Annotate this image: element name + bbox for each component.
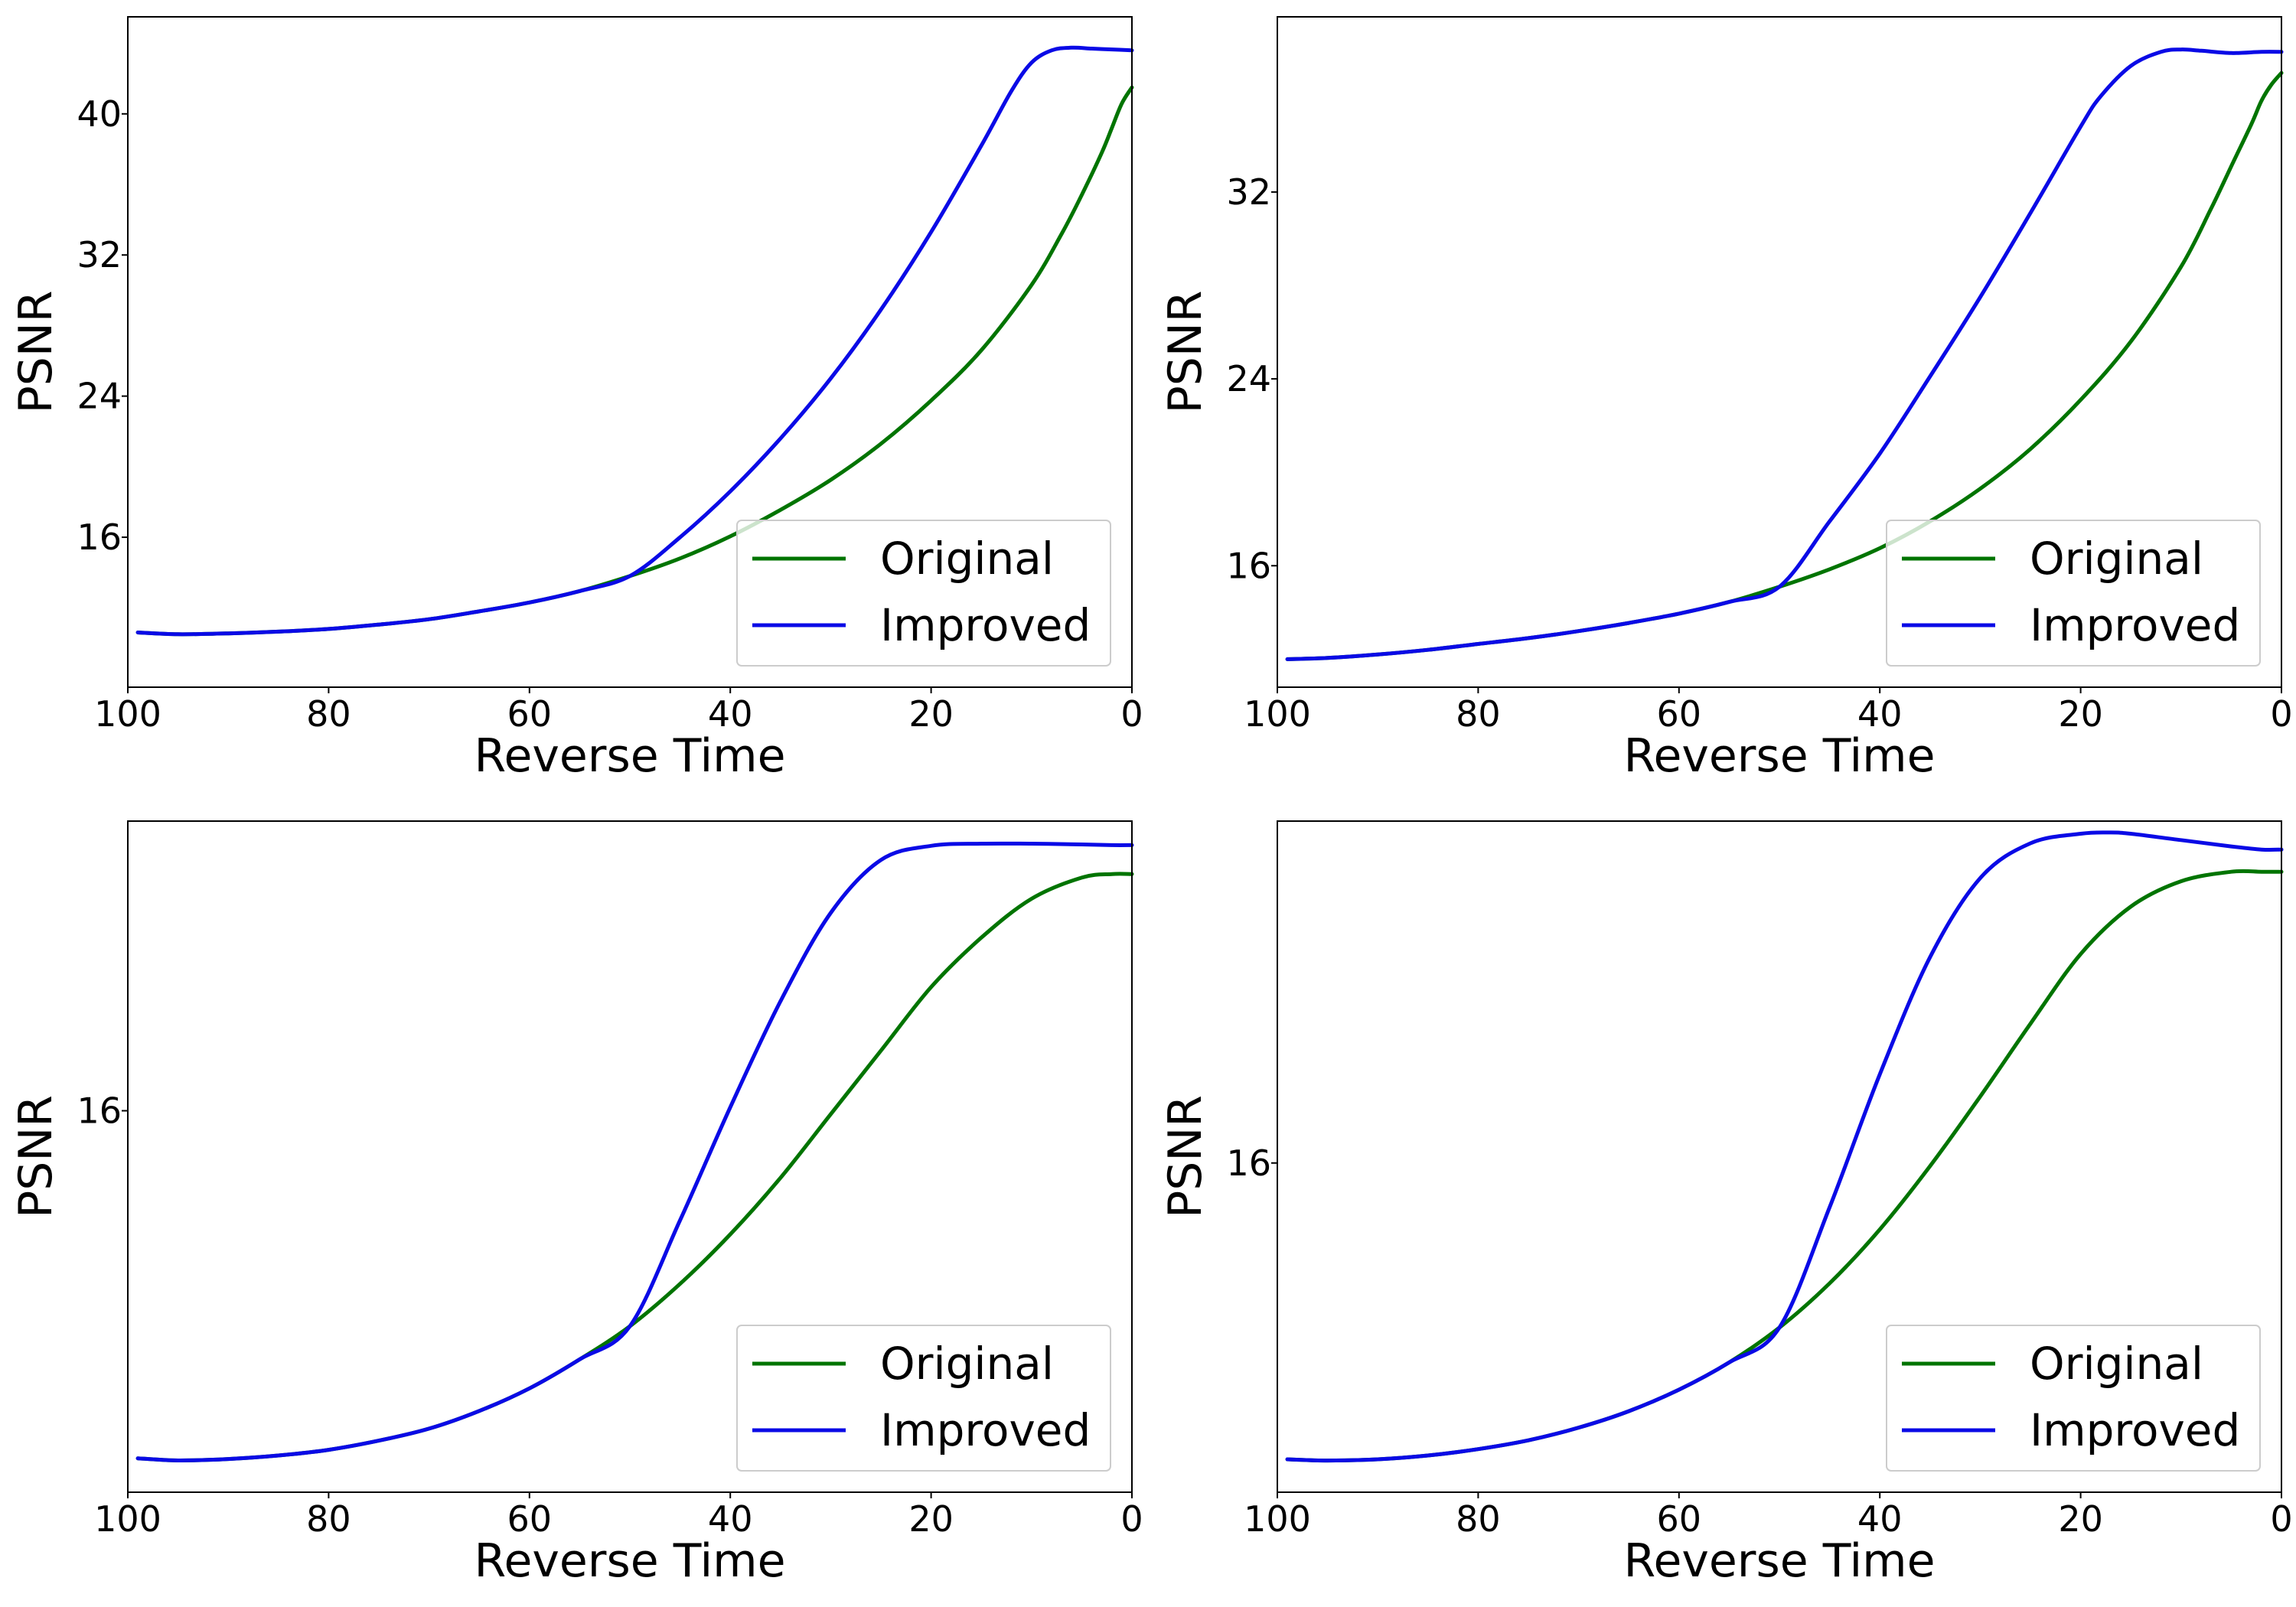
y-tick-label: 16 bbox=[1226, 1143, 1271, 1184]
x-tick-label: 40 bbox=[708, 693, 753, 735]
legend-label-improved: Improved bbox=[880, 599, 1091, 651]
x-axis-label: Reverse Time bbox=[474, 729, 785, 783]
legend: Original Improved bbox=[736, 1325, 1111, 1472]
series-line-improved bbox=[135, 841, 1134, 1463]
legend-label-improved: Improved bbox=[880, 1404, 1091, 1456]
y-tick-label: 16 bbox=[1226, 545, 1271, 586]
y-tick-label: 16 bbox=[77, 1090, 122, 1131]
x-tick-label: 100 bbox=[1244, 693, 1311, 735]
y-tick-label: 24 bbox=[77, 376, 122, 417]
legend-label-original: Original bbox=[880, 533, 1054, 585]
x-tick-label: 20 bbox=[908, 693, 954, 735]
plot-frame bbox=[1277, 820, 2282, 1493]
plot-frame bbox=[127, 16, 1133, 688]
y-axis-label: PSNR bbox=[9, 291, 63, 414]
chart-panel-4: 100 80 60 40 20 0 16 Reverse Time PSNR Original Im… bbox=[1159, 820, 2293, 1588]
x-tick-label: 80 bbox=[306, 693, 351, 735]
y-tick-label: 32 bbox=[1226, 171, 1271, 213]
x-tick-label: 60 bbox=[507, 693, 553, 735]
series-line-improved bbox=[1285, 830, 2284, 1463]
plot-frame bbox=[127, 820, 1133, 1493]
plot-frame bbox=[1277, 16, 2282, 688]
series-line-improved bbox=[135, 45, 1134, 637]
x-axis-label: Reverse Time bbox=[474, 1534, 785, 1588]
legend-label-improved: Improved bbox=[2030, 1404, 2240, 1456]
legend-label-improved: Improved bbox=[2030, 599, 2240, 651]
y-axis-label: PSNR bbox=[1159, 1095, 1212, 1218]
legend: Original Improved bbox=[1886, 1325, 2261, 1472]
x-tick-label: 0 bbox=[1120, 1498, 1143, 1540]
x-tick-label: 20 bbox=[2058, 1498, 2103, 1540]
x-tick-label: 100 bbox=[1244, 1498, 1311, 1540]
y-axis-label: PSNR bbox=[9, 1095, 63, 1218]
x-tick-label: 0 bbox=[1120, 693, 1143, 735]
y-tick-label: 40 bbox=[77, 93, 122, 135]
x-tick-label: 0 bbox=[2270, 1498, 2292, 1540]
chart-panel-3: 100 80 60 40 20 0 16 Reverse Time PSNR Original Im… bbox=[9, 820, 1143, 1588]
x-tick-label: 40 bbox=[1857, 1498, 1903, 1540]
series-line-improved bbox=[1285, 47, 2284, 661]
chart-panel-2: 100 80 60 40 20 0 16 24 32 Reverse Time PSNR Origin… bbox=[1159, 16, 2293, 783]
legend: Original Improved bbox=[1886, 520, 2261, 667]
x-tick-label: 100 bbox=[94, 693, 161, 735]
x-tick-label: 60 bbox=[507, 1498, 553, 1540]
x-axis-label: Reverse Time bbox=[1623, 729, 1935, 783]
y-axis-label: PSNR bbox=[1159, 291, 1212, 414]
legend-label-original: Original bbox=[2030, 1338, 2203, 1390]
x-tick-label: 20 bbox=[908, 1498, 954, 1540]
y-tick-label: 16 bbox=[77, 517, 122, 558]
x-axis-label: Reverse Time bbox=[1623, 1534, 1935, 1588]
y-tick-label: 32 bbox=[77, 234, 122, 275]
x-tick-label: 40 bbox=[708, 1498, 753, 1540]
x-tick-label: 100 bbox=[94, 1498, 161, 1540]
x-tick-label: 20 bbox=[2058, 693, 2103, 735]
x-tick-label: 40 bbox=[1857, 693, 1903, 735]
x-tick-label: 60 bbox=[1657, 1498, 1702, 1540]
x-tick-label: 60 bbox=[1657, 693, 1702, 735]
x-tick-label: 80 bbox=[1456, 693, 1501, 735]
x-tick-label: 80 bbox=[1456, 1498, 1501, 1540]
legend-label-original: Original bbox=[880, 1338, 1054, 1390]
y-tick-label: 24 bbox=[1226, 358, 1271, 399]
x-tick-label: 80 bbox=[306, 1498, 351, 1540]
legend: Original Improved bbox=[736, 520, 1111, 667]
x-tick-label: 0 bbox=[2270, 693, 2292, 735]
legend-label-original: Original bbox=[2030, 533, 2203, 585]
